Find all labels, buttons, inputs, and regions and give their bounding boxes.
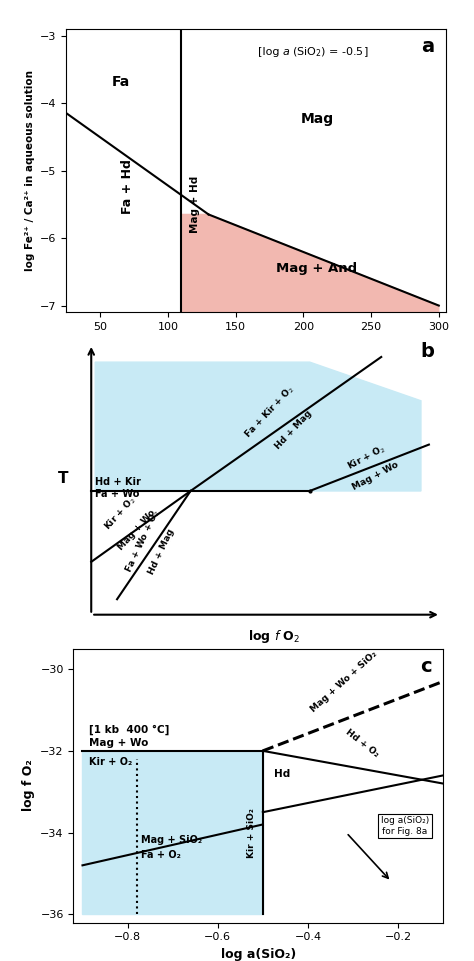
Text: Kir + SiO₂: Kir + SiO₂ (247, 807, 256, 857)
Text: Fa + Wo + O$_2$: Fa + Wo + O$_2$ (123, 507, 164, 575)
Text: log $f$ O$_2$: log $f$ O$_2$ (248, 628, 300, 645)
Text: Mag + Wo: Mag + Wo (116, 508, 157, 552)
Text: Kir + O$_2$: Kir + O$_2$ (102, 494, 139, 533)
Text: log a(SiO₂)
for Fig. 8a: log a(SiO₂) for Fig. 8a (381, 816, 429, 836)
Polygon shape (82, 751, 263, 914)
Text: Fa + O₂: Fa + O₂ (141, 850, 181, 860)
Text: Fa: Fa (111, 75, 130, 89)
Text: a: a (421, 37, 434, 57)
Text: Hd + Kir: Hd + Kir (95, 477, 141, 486)
Text: a: a (283, 47, 290, 58)
Text: Fa + Hd: Fa + Hd (121, 160, 134, 214)
Text: Mag + Hd: Mag + Hd (190, 176, 200, 234)
Text: Mag + Wo: Mag + Wo (351, 459, 400, 492)
X-axis label: Temperature (°C): Temperature (°C) (195, 337, 317, 351)
Text: Mag + Wo + SiO₂: Mag + Wo + SiO₂ (309, 650, 379, 714)
Text: [1 kb  400 °C]: [1 kb 400 °C] (89, 725, 170, 735)
Text: b: b (421, 342, 435, 361)
Text: Hd + O₂: Hd + O₂ (344, 727, 381, 759)
Polygon shape (95, 362, 421, 491)
Text: Kir + O₂: Kir + O₂ (89, 757, 133, 767)
Text: Hd + Mag: Hd + Mag (273, 408, 313, 451)
Text: Kir + O$_2$: Kir + O$_2$ (345, 443, 388, 473)
Y-axis label: log Fe²⁺ / Ca²⁺ in aqueous solution: log Fe²⁺ / Ca²⁺ in aqueous solution (25, 70, 35, 271)
Text: Hd + Mag: Hd + Mag (146, 528, 175, 577)
X-axis label: log a(SiO₂): log a(SiO₂) (221, 948, 296, 961)
Text: Fa + Kir + O$_2$: Fa + Kir + O$_2$ (242, 383, 297, 441)
Text: Hd: Hd (274, 770, 291, 779)
Text: T: T (58, 471, 69, 485)
Text: Mag + Wo: Mag + Wo (89, 738, 149, 748)
Text: Mag: Mag (301, 112, 334, 126)
Text: c: c (420, 657, 432, 676)
Y-axis label: log f O₂: log f O₂ (22, 760, 35, 811)
Text: Fa + Wo: Fa + Wo (95, 489, 139, 499)
Text: Mag + And: Mag + And (276, 261, 357, 275)
Text: (SiO$_2$) = -0.5]: (SiO$_2$) = -0.5] (292, 45, 368, 60)
Text: [log: [log (258, 47, 283, 58)
Text: Mag + SiO₂: Mag + SiO₂ (141, 835, 202, 845)
Polygon shape (182, 214, 439, 312)
